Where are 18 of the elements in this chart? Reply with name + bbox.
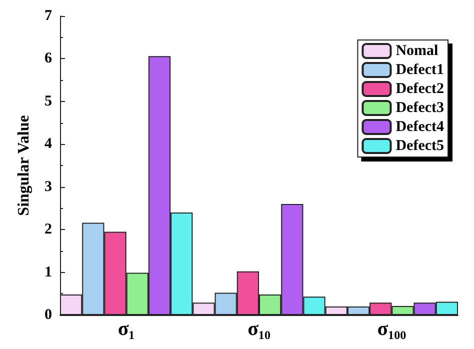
legend-label: Defect3: [396, 100, 444, 116]
y-tick-label: 2: [44, 222, 52, 238]
y-tick-label: 1: [44, 264, 52, 280]
legend-label: Defect4: [396, 119, 444, 135]
y-tick-label: 5: [44, 93, 52, 110]
y-tick-label: 0: [44, 307, 52, 323]
y-tick-label: 6: [44, 50, 52, 67]
y-tick-label: 3: [44, 178, 52, 195]
x-tick-label: σ₁₀₀: [377, 318, 406, 340]
legend-label: Defect5: [396, 138, 444, 154]
x-tick-label: σ₁₀: [248, 318, 270, 340]
y-tick-label: 7: [44, 8, 52, 24]
x-tick-label: σ₁: [118, 318, 135, 340]
legend-label: Defect1: [396, 62, 444, 78]
legend-label: Nomal: [396, 43, 438, 59]
legend-label: Defect2: [396, 81, 444, 97]
y-tick-label: 4: [44, 136, 52, 152]
y-axis-title: Singular Value: [16, 115, 32, 216]
